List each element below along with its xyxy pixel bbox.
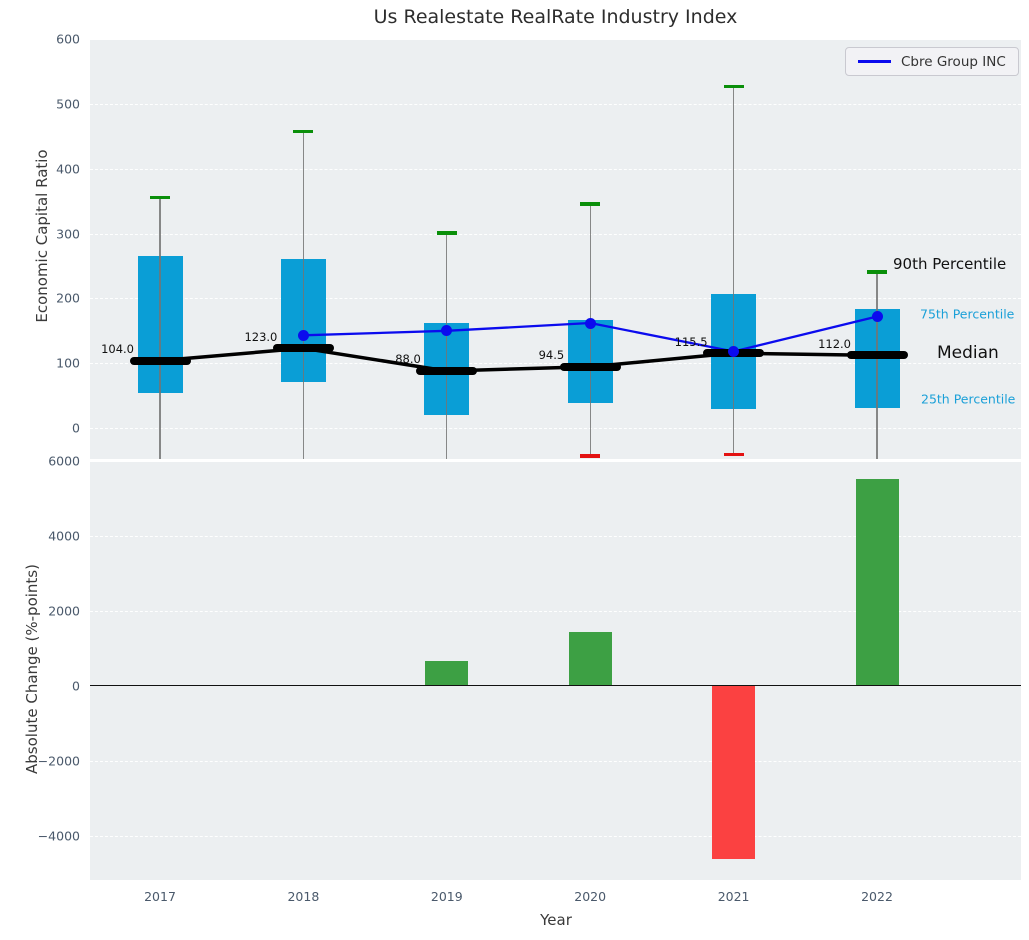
p10-cap-2020	[580, 454, 600, 458]
x-tick-2021: 2021	[718, 889, 750, 904]
median-marker-2022	[847, 351, 908, 359]
top-y-tick-600: 600	[20, 32, 80, 47]
chart-title: Us Realestate RealRate Industry Index	[90, 6, 1021, 28]
p90-cap-2017	[150, 196, 170, 200]
top-y-tick-300: 300	[20, 226, 80, 241]
median-annotation: Median	[937, 343, 999, 363]
cbre-point-2022	[872, 311, 883, 322]
change-bar-2020	[569, 632, 612, 686]
median-marker-2019	[416, 367, 477, 375]
bottom-y-tick-−2000: −2000	[20, 754, 80, 769]
median-value-label-2021: 115.5	[650, 335, 708, 349]
x-tick-2019: 2019	[431, 889, 463, 904]
figure: Us Realestate RealRate Industry Index Ec…	[0, 0, 1029, 940]
p90-cap-2021	[724, 85, 744, 89]
p90-annotation: 90th Percentile	[893, 255, 1006, 273]
median-value-label-2020: 94.5	[506, 348, 564, 362]
median-value-label-2017: 104.0	[90, 342, 134, 356]
p90-cap-2020	[580, 202, 600, 206]
cbre-point-2020	[585, 318, 596, 329]
top-axes-economic-capital-ratio: 104.0 123.0 88.0 94.5 115.5 112.0 90th Percent…	[90, 40, 1021, 459]
cbre-point-2018	[298, 330, 309, 341]
zero-line	[90, 685, 1021, 686]
bottom-y-tick-2000: 2000	[20, 604, 80, 619]
p75-annotation: 75th Percentile	[920, 307, 1014, 322]
median-marker-2017	[130, 357, 191, 365]
bottom-y-tick-−4000: −4000	[20, 829, 80, 844]
change-bar-2021	[712, 686, 755, 859]
top-y-tick-400: 400	[20, 161, 80, 176]
change-bar-2022	[856, 479, 899, 686]
top-y-tick-500: 500	[20, 97, 80, 112]
median-value-label-2019: 88.0	[363, 352, 421, 366]
p10-cap-2021	[724, 453, 744, 457]
line-layer	[90, 40, 1021, 459]
p90-cap-2022	[867, 270, 887, 274]
top-y-tick-200: 200	[20, 291, 80, 306]
gridline-y-2000	[90, 761, 1021, 762]
gridline-y-4000	[90, 836, 1021, 837]
bottom-axes-absolute-change	[90, 462, 1021, 880]
bottom-y-tick-4000: 4000	[20, 529, 80, 544]
p90-cap-2019	[437, 231, 457, 235]
median-value-label-2022: 112.0	[793, 337, 851, 351]
median-value-label-2018: 123.0	[219, 330, 277, 344]
x-tick-2022: 2022	[861, 889, 893, 904]
x-tick-2018: 2018	[287, 889, 319, 904]
change-bar-2019	[425, 661, 468, 687]
p90-cap-2018	[293, 130, 313, 134]
p25-annotation: 25th Percentile	[921, 392, 1015, 407]
median-marker-2018	[273, 344, 334, 352]
x-axis-label: Year	[540, 911, 572, 929]
median-marker-2020	[560, 363, 621, 371]
x-tick-2017: 2017	[144, 889, 176, 904]
top-y-tick-100: 100	[20, 356, 80, 371]
x-tick-2020: 2020	[574, 889, 606, 904]
bottom-y-tick-6000: 6000	[20, 454, 80, 469]
top-y-tick-0: 0	[20, 421, 80, 436]
bottom-y-tick-0: 0	[20, 679, 80, 694]
